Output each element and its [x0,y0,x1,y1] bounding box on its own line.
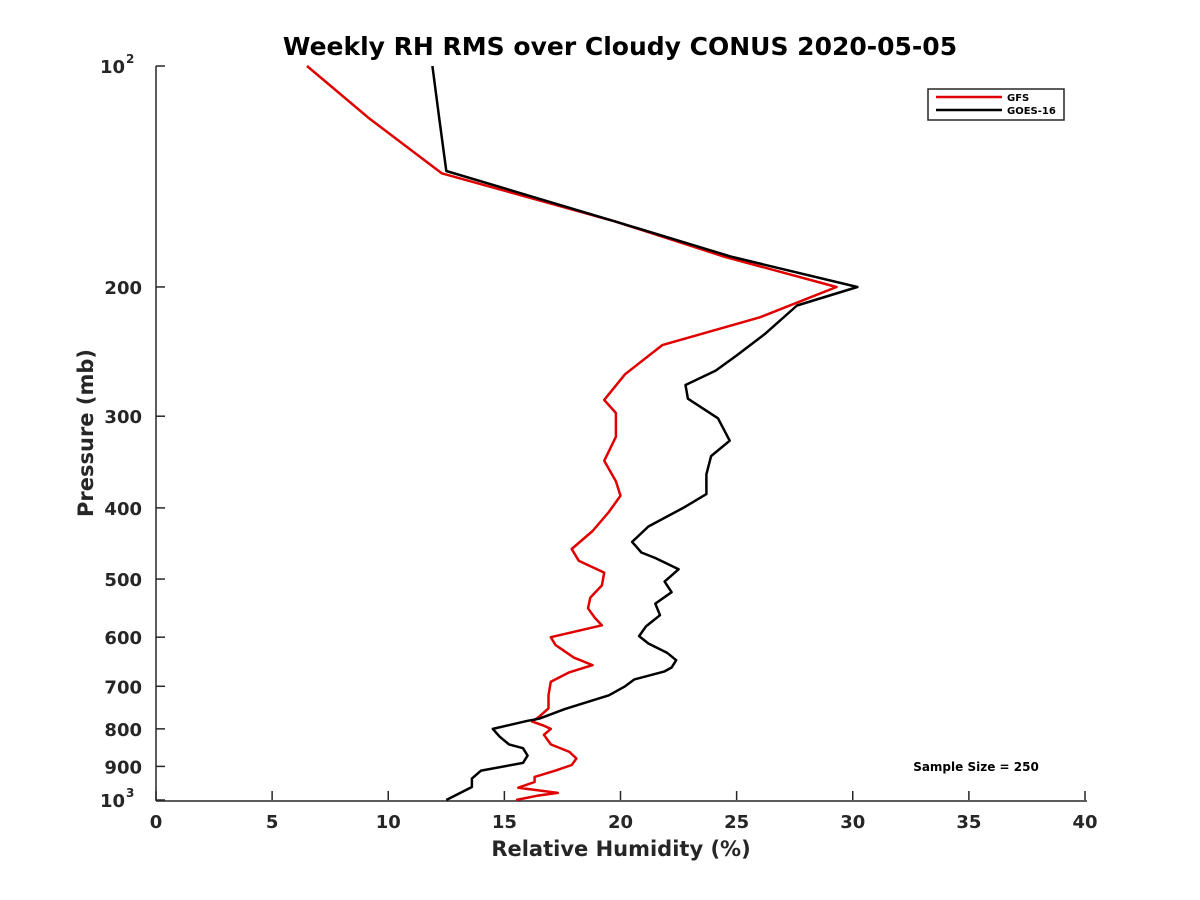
y-tick-label: 300 [104,407,142,428]
y-tick-base: 10 [100,791,125,812]
y-tick-label: 800 [104,720,142,741]
x-ticks: 0 5 10 15 20 25 30 35 40 [150,791,1098,833]
x-tick-label: 0 [150,812,163,833]
series-line-gfs [306,65,838,802]
y-tick-label: 500 [104,570,142,591]
x-tick-label: 30 [840,812,865,833]
series-group [306,65,859,802]
x-tick-label: 25 [724,812,749,833]
y-tick-label: 10 3 [100,786,134,812]
chart-title: Weekly RH RMS over Cloudy CONUS 2020-05-… [283,32,957,61]
x-tick-label: 15 [492,812,517,833]
legend-box [927,88,1065,121]
y-tick-base: 10 [100,57,125,78]
plot-axes [155,66,1087,802]
y-axis-label: Pressure (mb) [74,349,98,517]
y-tick-exponent: 3 [126,786,134,800]
x-tick-label: 10 [376,812,401,833]
legend: GFS GOES-16 [927,88,1065,121]
legend-label-gfs: GFS [1007,93,1029,104]
y-tick-label: 900 [104,757,142,778]
y-tick-label: 700 [104,677,142,698]
x-tick-label: 35 [956,812,981,833]
y-tick-exponent: 2 [126,52,134,66]
x-tick-label: 5 [266,812,279,833]
sample-size-annotation: Sample Size = 250 [913,760,1039,774]
y-tick-label: 600 [104,628,142,649]
legend-label-goes-16: GOES-16 [1007,106,1056,117]
series-line-goes-16 [431,65,859,802]
y-tick-label: 200 [104,278,142,299]
x-axis-label: Relative Humidity (%) [491,837,750,861]
x-tick-label: 20 [608,812,633,833]
y-tick-label: 10 2 [100,52,134,78]
y-tick-label: 400 [104,499,142,520]
x-tick-label: 40 [1072,812,1097,833]
